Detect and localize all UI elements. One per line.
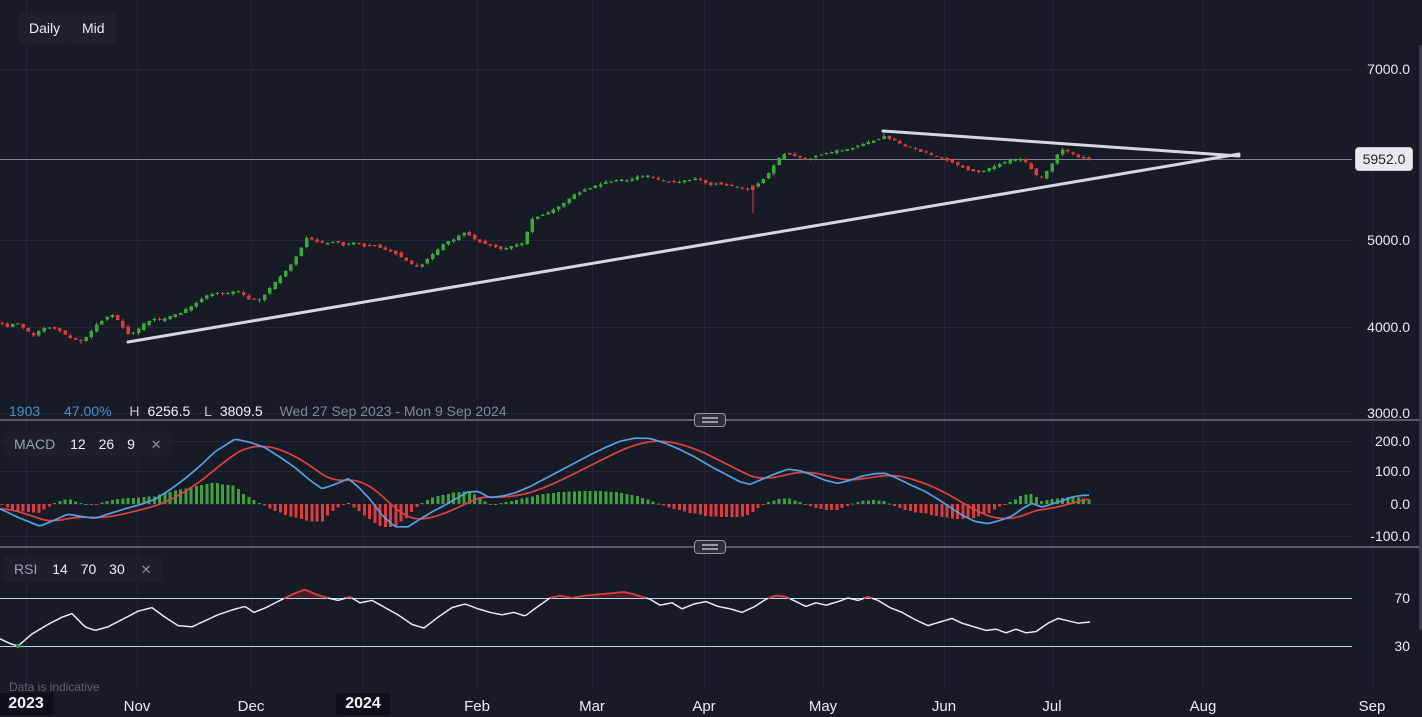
macd-name: MACD — [14, 436, 56, 452]
rsi-axis-tick: 70 — [1394, 590, 1410, 606]
pane-divider-handle[interactable] — [694, 540, 726, 554]
macd-close-icon[interactable]: ✕ — [150, 437, 162, 452]
rsi-series[interactable] — [0, 589, 1352, 649]
price-axis-tick: 7000.0 — [1367, 61, 1410, 77]
time-axis-month-label: Feb — [464, 698, 490, 715]
macd-series[interactable] — [0, 437, 1091, 528]
right-scrollbar[interactable] — [1419, 45, 1422, 630]
rsi-indicator-label[interactable]: RSI 14 70 30 ✕ — [4, 556, 162, 582]
macd-axis-tick: 100.0 — [1374, 463, 1410, 479]
chart-grid — [0, 0, 1373, 689]
macd-axis-tick: 0.0 — [1390, 496, 1410, 512]
pane-divider-macd[interactable] — [0, 413, 1422, 427]
candlestick-series[interactable] — [0, 133, 1091, 344]
price-type-mid-button[interactable]: Mid — [71, 13, 116, 44]
time-axis-month-label: Aug — [1189, 698, 1217, 715]
status-volume: 1903 — [9, 403, 41, 419]
status-low-label: L — [204, 403, 212, 419]
trendline[interactable] — [126, 152, 1241, 344]
time-axis-month-label: Mar — [579, 698, 605, 715]
time-axis-month-label: Nov — [123, 698, 151, 715]
trendline[interactable] — [881, 129, 1241, 158]
rsi-line — [0, 589, 1091, 647]
pane-divider-handle[interactable] — [694, 413, 726, 427]
macd-signal-line — [0, 440, 1090, 522]
price-axis-tick: 4000.0 — [1367, 319, 1410, 335]
rsi-oversold-dot — [15, 643, 21, 649]
time-axis-month-label: Dec — [237, 698, 265, 715]
rsi-param: 70 — [80, 561, 97, 577]
rsi-axis-tick: 30 — [1394, 638, 1410, 654]
macd-param: 12 — [70, 436, 86, 452]
time-axis-month-label: Jun — [931, 698, 957, 715]
status-low-value: 3809.5 — [219, 403, 263, 419]
time-axis-month-label: Sep — [1358, 698, 1386, 715]
price-axis-tick: 5000.0 — [1367, 232, 1410, 248]
time-axis-year-label: 2023 — [0, 693, 53, 715]
macd-param: 9 — [127, 436, 135, 452]
time-axis-month-label: May — [808, 698, 838, 715]
macd-axis-tick: 200.0 — [1374, 433, 1410, 449]
status-date-range: Wed 27 Sep 2023 - Mon 9 Sep 2024 — [279, 403, 507, 419]
macd-param: 26 — [98, 436, 115, 452]
status-percent: 47.00% — [64, 403, 112, 419]
data-indicative-note: Data is indicative — [9, 680, 100, 694]
macd-indicator-label[interactable]: MACD 12 26 9 ✕ — [4, 431, 172, 457]
time-axis-month-label: Jul — [1042, 698, 1062, 715]
status-high-value: 6256.5 — [147, 403, 191, 419]
time-axis-month-label: Apr — [692, 698, 716, 715]
rsi-name: RSI — [14, 561, 38, 577]
price-axis-tick: 3000.0 — [1367, 405, 1410, 421]
macd-line — [0, 437, 1090, 528]
status-high-label: H — [129, 403, 140, 419]
pane-divider-rsi[interactable] — [0, 540, 1422, 554]
rsi-param: 14 — [52, 561, 68, 577]
timeframe-daily-button[interactable]: Daily — [18, 13, 72, 44]
current-price-label: 5952.0 — [1355, 147, 1413, 171]
time-axis-year-label: 2024 — [336, 693, 390, 715]
rsi-close-icon[interactable]: ✕ — [140, 562, 152, 577]
macd-axis-tick: -100.0 — [1370, 528, 1410, 544]
status-bar: 1903 47.00% H 6256.5 L 3809.5 Wed 27 Sep… — [9, 403, 507, 419]
rsi-param: 30 — [109, 561, 125, 577]
